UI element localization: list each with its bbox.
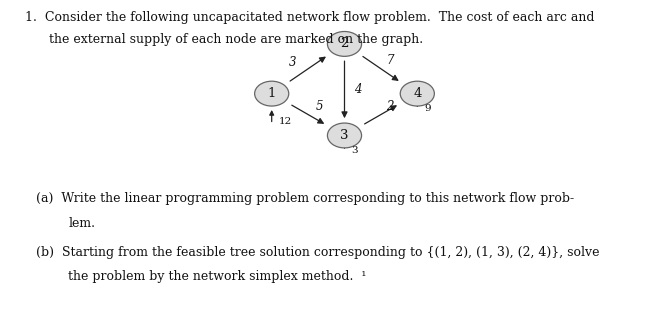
Text: 3: 3 — [340, 129, 349, 142]
Text: 4: 4 — [354, 83, 362, 96]
Text: lem.: lem. — [68, 217, 96, 230]
Text: 4: 4 — [413, 87, 421, 100]
Text: 12: 12 — [278, 117, 292, 126]
Text: 3: 3 — [289, 56, 296, 69]
Ellipse shape — [328, 123, 361, 148]
Ellipse shape — [255, 81, 289, 106]
Text: 2: 2 — [386, 100, 394, 113]
Text: 1.  Consider the following uncapacitated network flow problem.  The cost of each: 1. Consider the following uncapacitated … — [25, 11, 594, 24]
Ellipse shape — [328, 32, 361, 56]
Text: (b)  Starting from the feasible tree solution corresponding to {(1, 2), (1, 3), : (b) Starting from the feasible tree solu… — [36, 246, 599, 259]
Text: 9: 9 — [424, 104, 431, 113]
Text: 7: 7 — [386, 54, 394, 67]
Ellipse shape — [400, 81, 434, 106]
Text: 3: 3 — [351, 146, 358, 155]
Text: (a)  Write the linear programming problem corresponding to this network flow pro: (a) Write the linear programming problem… — [36, 192, 574, 206]
Text: 2: 2 — [341, 38, 348, 50]
Text: the problem by the network simplex method.  ¹: the problem by the network simplex metho… — [68, 270, 367, 283]
Text: 1: 1 — [268, 87, 276, 100]
Text: the external supply of each node are marked on the graph.: the external supply of each node are mar… — [49, 33, 423, 46]
Text: 5: 5 — [316, 100, 323, 113]
